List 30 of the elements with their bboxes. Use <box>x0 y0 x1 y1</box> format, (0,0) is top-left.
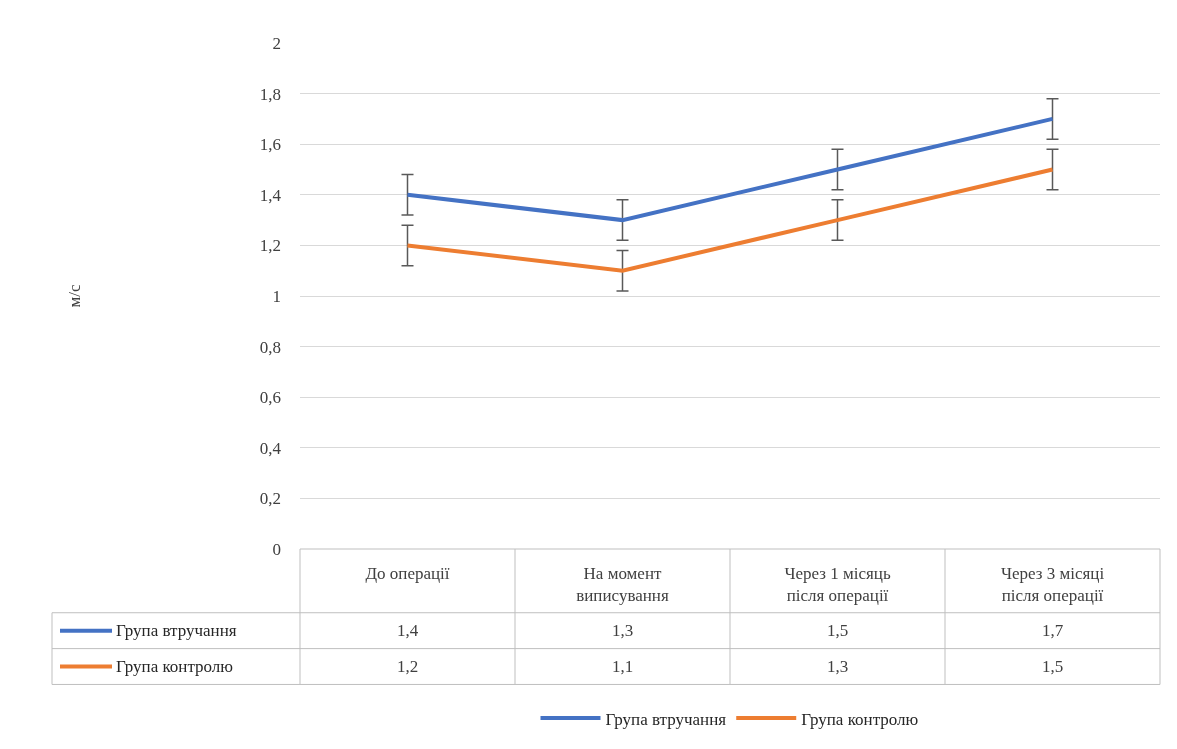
x-tick-label: Через 1 місяць після операції <box>784 564 891 606</box>
legend-label: Група контролю <box>116 657 234 676</box>
text: Група контролю <box>801 709 919 729</box>
y-tick-label: 2 <box>272 33 281 53</box>
data-label: 1,3 <box>612 621 634 640</box>
line-series <box>405 167 1055 273</box>
y-tick-label: 0,2 <box>259 489 281 509</box>
data-label: 1,1 <box>612 657 634 676</box>
y-tick-label: 1,4 <box>259 185 282 205</box>
y-tick-label: 1,6 <box>259 135 281 155</box>
y-tick-label: 1,8 <box>259 84 281 104</box>
line-series <box>405 116 1055 223</box>
text: Група втручання <box>605 709 727 729</box>
data-label: 1,4 <box>397 621 419 640</box>
y-tick-label: 0,4 <box>259 438 282 458</box>
y-tick-label: 0,8 <box>259 337 281 357</box>
y-tick-label: 1 <box>272 286 281 306</box>
x-tick-label: До операції <box>365 564 450 583</box>
y-tick-label: 0 <box>272 539 281 559</box>
data-label: 1,3 <box>827 657 849 676</box>
data-label: 1,5 <box>1042 657 1064 676</box>
data-label: 1,7 <box>1042 621 1064 640</box>
legend-label: Група втручання <box>116 621 237 640</box>
x-tick-label: На момент виписування <box>576 564 669 606</box>
text: м/с <box>64 284 84 308</box>
data-label: 1,2 <box>397 657 419 676</box>
data-label: 1,5 <box>827 621 849 640</box>
y-tick-label: 0,6 <box>259 388 281 408</box>
x-tick-label: Через 3 місяці після операції <box>1000 564 1105 606</box>
y-tick-label: 1,2 <box>259 236 281 256</box>
